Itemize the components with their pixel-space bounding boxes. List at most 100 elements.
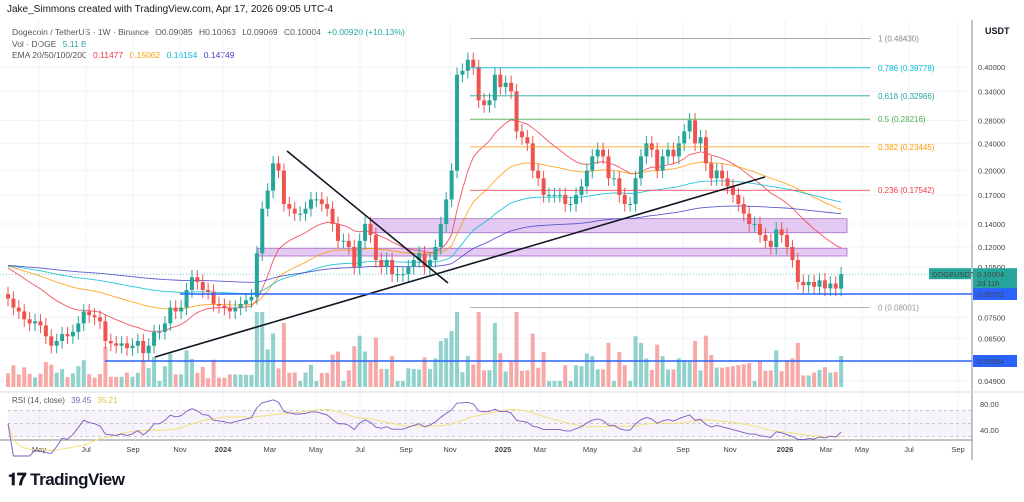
candle-body [433, 246, 438, 261]
candle-body [812, 281, 817, 287]
candle-body [736, 194, 741, 204]
volume-bar [774, 350, 779, 387]
volume-bar [33, 377, 38, 387]
candle-body [725, 178, 730, 187]
volume-bar [81, 360, 86, 387]
volume-bar [60, 369, 65, 387]
ema100-value: 0.16154 [166, 50, 198, 60]
candle-body [822, 280, 827, 289]
volume-bar [503, 371, 508, 387]
price-tick-label: 0.07500 [978, 313, 1005, 322]
rsi-tick-label: 40.00 [980, 426, 999, 435]
close-value: C0.10004 [284, 27, 321, 37]
volume-bar [433, 358, 438, 387]
symbol-name[interactable]: Dogecoin / TetherUS · 1W · Binance [12, 27, 149, 37]
volume-bar [281, 322, 286, 387]
rsi-legend[interactable]: RSI (14, close) 39.45 35.21 [12, 396, 121, 405]
ema-label: EMA 20/50/100/200 [12, 50, 87, 60]
volume-bar [795, 342, 800, 387]
volume-bar [698, 370, 703, 387]
rsi-value: 39.45 [71, 396, 92, 405]
ascending-trendline [154, 176, 766, 358]
fib-level-label: 0.618 (0.32986) [878, 92, 935, 101]
volume-bar [828, 372, 833, 387]
price-tick-label: 0.34000 [978, 87, 1005, 96]
volume-bar [839, 355, 844, 387]
candle-body [427, 260, 432, 267]
volume-legend[interactable]: Vol · DOGE 5.11 B [12, 39, 91, 49]
volume-bar [790, 358, 795, 387]
candle-body [363, 223, 368, 241]
candle-body [130, 345, 135, 349]
volume-bar [325, 372, 330, 387]
volume-bar [752, 381, 757, 387]
volume-bar [222, 377, 227, 387]
candle-body [774, 229, 779, 247]
volume-bar [173, 374, 178, 387]
volume-bar [319, 372, 324, 387]
candle-body [617, 178, 622, 195]
candle-body [541, 178, 546, 195]
candle-body [303, 208, 308, 214]
candle-body [346, 240, 351, 247]
volume-bar [16, 374, 21, 387]
candle-body [563, 194, 568, 204]
volume-bar [390, 356, 395, 387]
fib-level-label: 1 (0.48430) [878, 34, 919, 43]
volume-bar [152, 356, 157, 387]
volume-bar [649, 369, 654, 387]
candle-body [173, 307, 178, 312]
candle-body [222, 305, 227, 308]
time-tick-label: Jul [81, 445, 91, 454]
candle-body [135, 340, 140, 346]
volume-bar [547, 381, 551, 387]
volume-bar [622, 365, 627, 387]
candle-body [281, 170, 286, 204]
candle-body [271, 163, 276, 191]
time-tick-label: Sep [126, 445, 139, 454]
volume-bar [438, 340, 443, 387]
candle-body [768, 240, 773, 247]
volume-bar [471, 364, 476, 387]
volume-bar [584, 353, 589, 387]
volume-bar [693, 340, 698, 387]
candle-body [828, 283, 833, 289]
volume-bar [476, 312, 481, 387]
volume-bar [720, 367, 725, 387]
candle-body [671, 149, 676, 157]
candle-body [400, 274, 405, 276]
candle-body [357, 240, 362, 267]
candle-body [476, 67, 481, 101]
candle-body [292, 208, 297, 214]
candle-body [352, 246, 357, 267]
volume-bar [492, 322, 497, 387]
volume-bar [249, 374, 254, 387]
candle-body [530, 143, 535, 171]
volume-bar [254, 312, 259, 387]
volume-bar [238, 374, 243, 387]
volume-bar [336, 351, 341, 387]
candle-body [503, 82, 508, 87]
candle-body [373, 235, 378, 261]
price-tick-label: 0.14000 [978, 220, 1005, 229]
volume-bar [271, 333, 276, 387]
ema-legend[interactable]: EMA 20/50/100/200 0.11477 0.15062 0.1615… [12, 50, 238, 60]
symbol-tag [929, 268, 971, 280]
fib-level-label: 0.5 (0.28216) [878, 115, 926, 124]
tradingview-logo[interactable]: 𝟏𝟕 TradingView [8, 470, 125, 490]
candle-body [108, 340, 113, 344]
countdown-text: 2d 11h [977, 279, 999, 288]
candle-body [509, 82, 514, 92]
candle-body [422, 253, 427, 267]
candle-body [579, 186, 584, 195]
candle-body [449, 170, 454, 200]
symbol-legend: Dogecoin / TetherUS · 1W · Binance O0.09… [12, 27, 409, 37]
candle-body [660, 156, 665, 171]
volume-bar [812, 372, 817, 387]
volume-bar [509, 361, 514, 387]
candle-body [525, 137, 530, 144]
volume-bar [114, 376, 119, 387]
time-tick-label: May [309, 445, 323, 454]
time-tick-label: May [855, 445, 869, 454]
